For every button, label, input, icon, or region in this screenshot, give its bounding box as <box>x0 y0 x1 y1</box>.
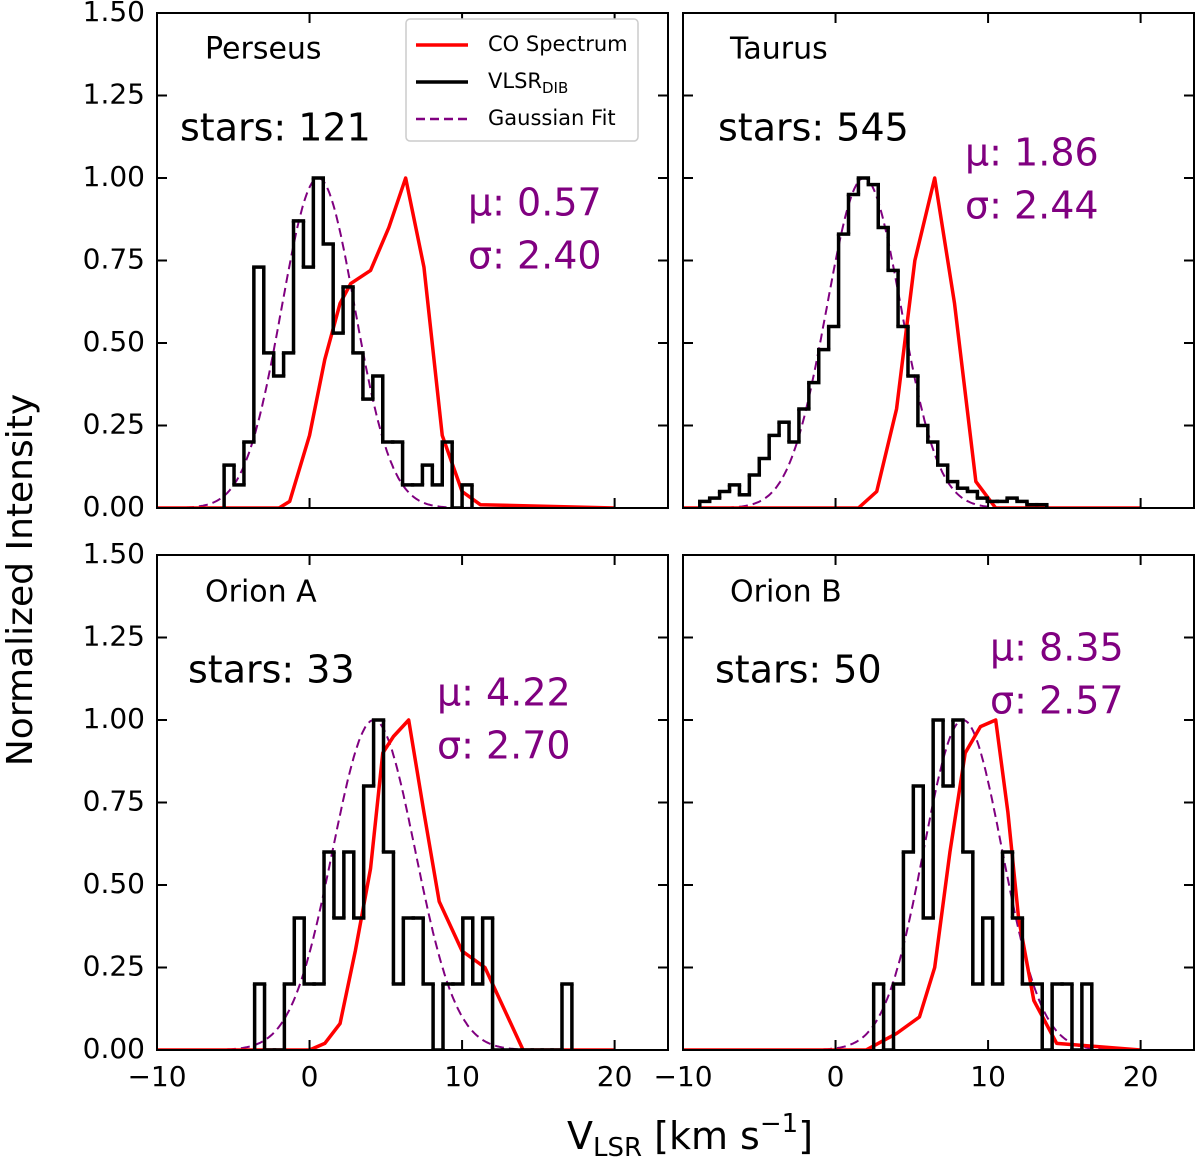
panel-title: Orion A <box>205 575 317 610</box>
legend-label: Gaussian Fit <box>488 106 616 130</box>
x-tick-label: −10 <box>127 1060 186 1093</box>
mu-label: μ: 8.35 <box>990 626 1124 670</box>
x-tick-label: 10 <box>444 1060 480 1093</box>
y-tick-label: 0.25 <box>83 950 145 983</box>
y-axis-label: Normalized Intensity <box>0 394 41 766</box>
sigma-label: σ: 2.70 <box>437 724 571 768</box>
plot-area <box>157 718 668 1050</box>
axes-frame <box>156 554 669 1051</box>
panel-title: Orion B <box>730 575 842 610</box>
mu-label: μ: 0.57 <box>468 181 602 225</box>
panel-title: Perseus <box>205 32 322 67</box>
x-label-sup: −1 <box>760 1109 798 1139</box>
y-tick-label: 1.00 <box>83 160 145 193</box>
star-count: stars: 545 <box>718 106 909 150</box>
y-tick-label: 1.00 <box>83 702 145 735</box>
legend-box <box>405 18 639 142</box>
x-tick-label: −10 <box>653 1060 712 1093</box>
x-label-end: ] <box>798 1114 813 1158</box>
co-spectrum <box>683 718 1141 1050</box>
x-tick-label: 0 <box>301 1060 319 1093</box>
x-tick-label: 0 <box>827 1060 845 1093</box>
y-tick-label: 0.25 <box>83 408 145 441</box>
y-tick-label: 0.50 <box>83 325 145 358</box>
x-axis-label: VLSR [km s−1] <box>567 1109 813 1163</box>
x-tick-label: 20 <box>1123 1060 1159 1093</box>
sigma-label: σ: 2.44 <box>965 184 1099 228</box>
y-tick-label: 0.50 <box>83 867 145 900</box>
co-spectrum <box>157 176 615 508</box>
sigma-label: σ: 2.40 <box>468 234 602 278</box>
x-label-mid: [km s <box>642 1114 760 1158</box>
gaussian-fit <box>683 718 1194 1050</box>
sigma-label: σ: 2.57 <box>990 679 1124 723</box>
x-label-main: V <box>567 1114 593 1158</box>
mu-label: μ: 4.22 <box>437 671 571 715</box>
star-count: stars: 33 <box>188 648 355 692</box>
y-tick-label: 0.00 <box>83 490 145 523</box>
legend-label: VLSRDIB <box>488 69 568 97</box>
axes-frame <box>156 12 669 509</box>
y-tick-label: 1.25 <box>83 78 145 111</box>
star-count: stars: 121 <box>180 106 371 150</box>
y-tick-label: 1.25 <box>83 620 145 653</box>
co-spectrum <box>157 718 615 1050</box>
gaussian-fit <box>157 718 668 1050</box>
legend-name: CO Spectrum <box>488 32 628 56</box>
legend-name: Gaussian Fit <box>488 106 616 130</box>
gaussian-fit <box>157 176 668 508</box>
plot-area <box>683 718 1194 1050</box>
legend-name: VLSR <box>488 69 542 93</box>
legend-sub: DIB <box>542 79 568 97</box>
plot-area <box>157 176 668 508</box>
x-label-sub: LSR <box>593 1133 642 1163</box>
x-tick-label: 20 <box>597 1060 633 1093</box>
co-spectrum <box>683 176 1141 508</box>
y-tick-label: 0.75 <box>83 785 145 818</box>
star-count: stars: 50 <box>715 648 882 692</box>
legend-label: CO Spectrum <box>488 32 628 56</box>
plot-area <box>683 176 1194 508</box>
y-tick-label: 0.00 <box>83 1032 145 1065</box>
axes-frame <box>682 12 1195 509</box>
mu-label: μ: 1.86 <box>965 131 1099 175</box>
axes-frame <box>682 554 1195 1051</box>
y-tick-label: 1.50 <box>83 537 145 570</box>
panel-title: Taurus <box>729 32 828 67</box>
x-tick-label: 10 <box>970 1060 1006 1093</box>
y-tick-label: 1.50 <box>83 0 145 28</box>
y-tick-label: 0.75 <box>83 243 145 276</box>
